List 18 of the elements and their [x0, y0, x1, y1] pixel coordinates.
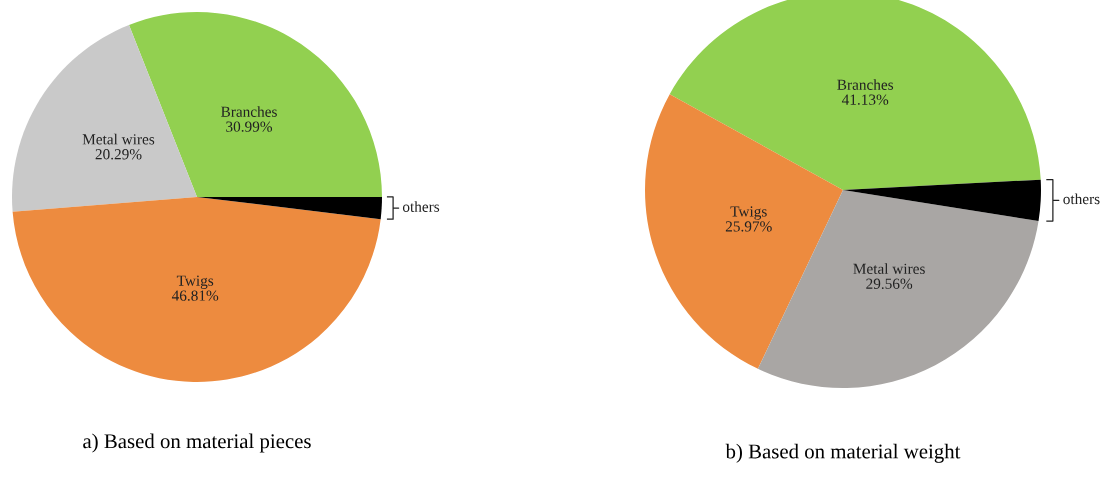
data-label: 25.97%	[725, 221, 772, 232]
data-label: 41.13%	[841, 94, 889, 105]
slice-label: others	[402, 201, 440, 212]
slice-label: Branches	[221, 106, 277, 117]
pie-slice	[12, 24, 197, 212]
slice-label: Twigs	[176, 275, 214, 289]
text: b) Based on material weight	[725, 443, 961, 463]
data-label: 29.56%	[866, 278, 913, 289]
slice-label: Metal wires	[82, 133, 155, 145]
slice-label: Metal wires	[853, 263, 925, 274]
data-label: 20.29%	[95, 149, 142, 160]
slice-label: others	[1063, 193, 1100, 205]
data-label: 46.81%	[171, 290, 219, 301]
pie-slice	[12, 197, 381, 382]
slice-label: Branches	[837, 79, 894, 90]
text: a) Based on material pieces	[83, 433, 311, 453]
data-label: 30.99%	[226, 121, 273, 132]
slice-label: Twigs	[730, 206, 767, 220]
